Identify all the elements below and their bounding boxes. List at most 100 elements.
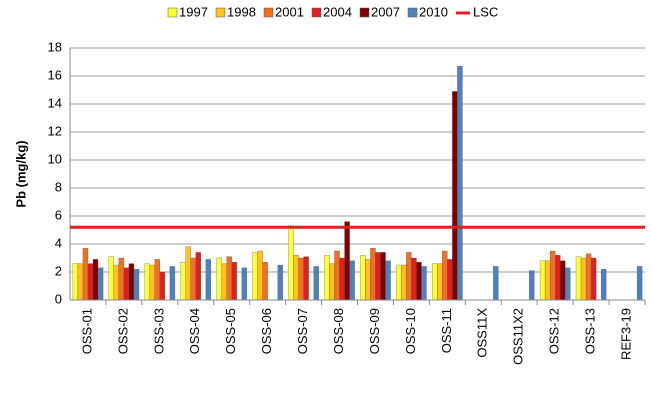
bar: [370, 248, 376, 301]
legend-swatch: [167, 7, 178, 18]
bar: [97, 267, 104, 301]
bar: [92, 259, 99, 301]
bar: [221, 263, 227, 301]
bar: [452, 91, 458, 301]
bar: [636, 266, 643, 301]
bar: [421, 266, 427, 301]
legend-label: 2004: [323, 4, 352, 19]
bar: [149, 264, 155, 301]
x-tick-label: OSS-08: [331, 308, 346, 354]
bar: [205, 259, 212, 301]
bar: [544, 260, 551, 301]
bar: [298, 257, 304, 301]
bar: [257, 250, 263, 301]
bar: [529, 270, 535, 301]
bar: [560, 260, 566, 301]
bar: [118, 257, 125, 301]
bar: [329, 263, 335, 301]
legend-label: 2010: [419, 4, 448, 19]
bar: [87, 263, 94, 301]
bar: [303, 256, 309, 301]
bar: [185, 246, 191, 301]
y-tick-label: 8: [55, 179, 62, 194]
bar: [457, 66, 463, 301]
x-tick-label: OSS-05: [223, 308, 238, 354]
y-tick-label: 14: [48, 95, 62, 110]
bar: [77, 263, 84, 301]
legend-label: LSC: [473, 4, 498, 19]
bar: [360, 255, 366, 301]
bar: [313, 266, 319, 301]
x-tick-label: OSS-06: [259, 308, 274, 354]
bar: [442, 250, 448, 301]
x-tick-label: OSS-04: [187, 308, 202, 354]
bar: [216, 257, 222, 301]
x-tick-label: OSS-01: [79, 308, 94, 354]
bar: [82, 248, 89, 301]
legend-swatch: [311, 7, 322, 18]
bar: [401, 264, 407, 301]
bar: [539, 260, 546, 301]
y-tick-label: 2: [55, 263, 62, 278]
x-tick-label: OSS-02: [115, 308, 130, 354]
y-tick-label: 16: [48, 67, 62, 82]
bar: [262, 262, 268, 301]
bar: [339, 257, 345, 301]
bar: [159, 271, 166, 301]
bar: [113, 264, 120, 301]
bar: [180, 262, 186, 301]
bar: [396, 264, 402, 301]
x-tick-label: OSS11X2: [511, 308, 526, 365]
legend-swatch: [359, 7, 370, 18]
y-tick-label: 6: [55, 207, 62, 222]
x-tick-label: OSS-11: [439, 308, 454, 353]
bar: [169, 266, 176, 301]
bar: [128, 263, 135, 301]
bar: [344, 221, 350, 301]
bar: [195, 252, 201, 301]
bar: [123, 267, 130, 301]
x-tick-label: OSS-07: [295, 308, 310, 354]
legend-label: 1998: [227, 4, 256, 19]
bar: [288, 225, 294, 301]
bar: [585, 253, 592, 301]
bar: [555, 255, 561, 301]
x-tick-label: OSS-09: [367, 308, 382, 354]
bar: [411, 257, 417, 301]
y-tick-label: 4: [55, 235, 62, 250]
bar: [447, 259, 453, 301]
bar: [416, 262, 422, 301]
bar: [575, 256, 582, 301]
bar: [385, 260, 391, 301]
x-tick-label: OSS-03: [151, 308, 166, 354]
bar: [349, 260, 355, 301]
bar: [154, 259, 160, 301]
y-tick-label: 0: [55, 291, 62, 306]
x-tick-label: OSS11X: [475, 308, 490, 358]
bar: [334, 250, 340, 301]
legend-label: 2001: [275, 4, 304, 19]
legend-label: 2007: [371, 4, 400, 19]
legend-swatch: [215, 7, 226, 18]
legend-swatch: [407, 7, 418, 18]
bar: [493, 266, 499, 301]
bar: [365, 259, 371, 301]
bar: [549, 250, 556, 301]
y-tick-label: 18: [48, 39, 62, 54]
y-tick-label: 10: [48, 151, 62, 166]
bar: [108, 256, 114, 301]
bar: [231, 262, 237, 301]
bar: [406, 252, 412, 301]
y-tick-label: 12: [48, 123, 62, 138]
bar: [226, 256, 232, 301]
bar: [133, 269, 140, 301]
y-axis-label: Pb (mg/kg): [13, 140, 28, 207]
x-tick-label: REF3-19: [618, 308, 633, 360]
bar: [277, 264, 283, 301]
bar: [72, 263, 79, 301]
legend-label: 1997: [179, 4, 208, 19]
bar: [375, 252, 381, 301]
bar: [601, 269, 607, 301]
bar: [190, 257, 196, 301]
